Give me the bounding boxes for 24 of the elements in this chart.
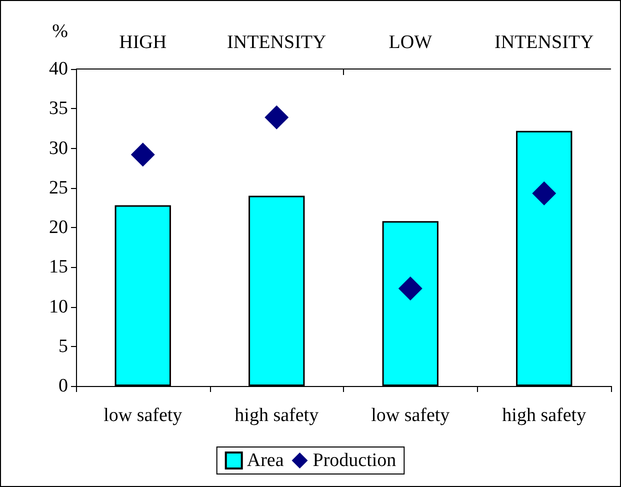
point: [130, 142, 155, 167]
y-axis-title: %: [52, 21, 68, 42]
point: [264, 105, 289, 130]
point: [398, 276, 422, 301]
text: INTENSITY: [227, 32, 327, 53]
y-tick-label: 0: [58, 376, 68, 396]
x-tick-label: high safety: [502, 405, 587, 426]
text: INTENSITY: [494, 32, 594, 53]
y-tick-label: 10: [49, 296, 68, 318]
y-tick-label: 25: [49, 177, 68, 198]
text: LOW: [388, 32, 432, 53]
y-tick-label: 15: [49, 256, 68, 278]
legend-label: Area: [246, 450, 284, 471]
text: HIGH: [119, 32, 167, 53]
y-tick-label: 20: [49, 217, 68, 238]
y-tick-label: 5: [58, 336, 68, 357]
legend-label: Production: [312, 450, 397, 471]
y-tick-label: 35: [49, 98, 68, 120]
x-tick-label: low safety: [104, 405, 183, 426]
x-tick-label: high safety: [234, 405, 320, 426]
x-tick-label: low safety: [371, 405, 450, 426]
y-tick-label: 30: [49, 138, 68, 159]
point: [532, 181, 556, 206]
y-tick-label: 40: [49, 58, 68, 80]
